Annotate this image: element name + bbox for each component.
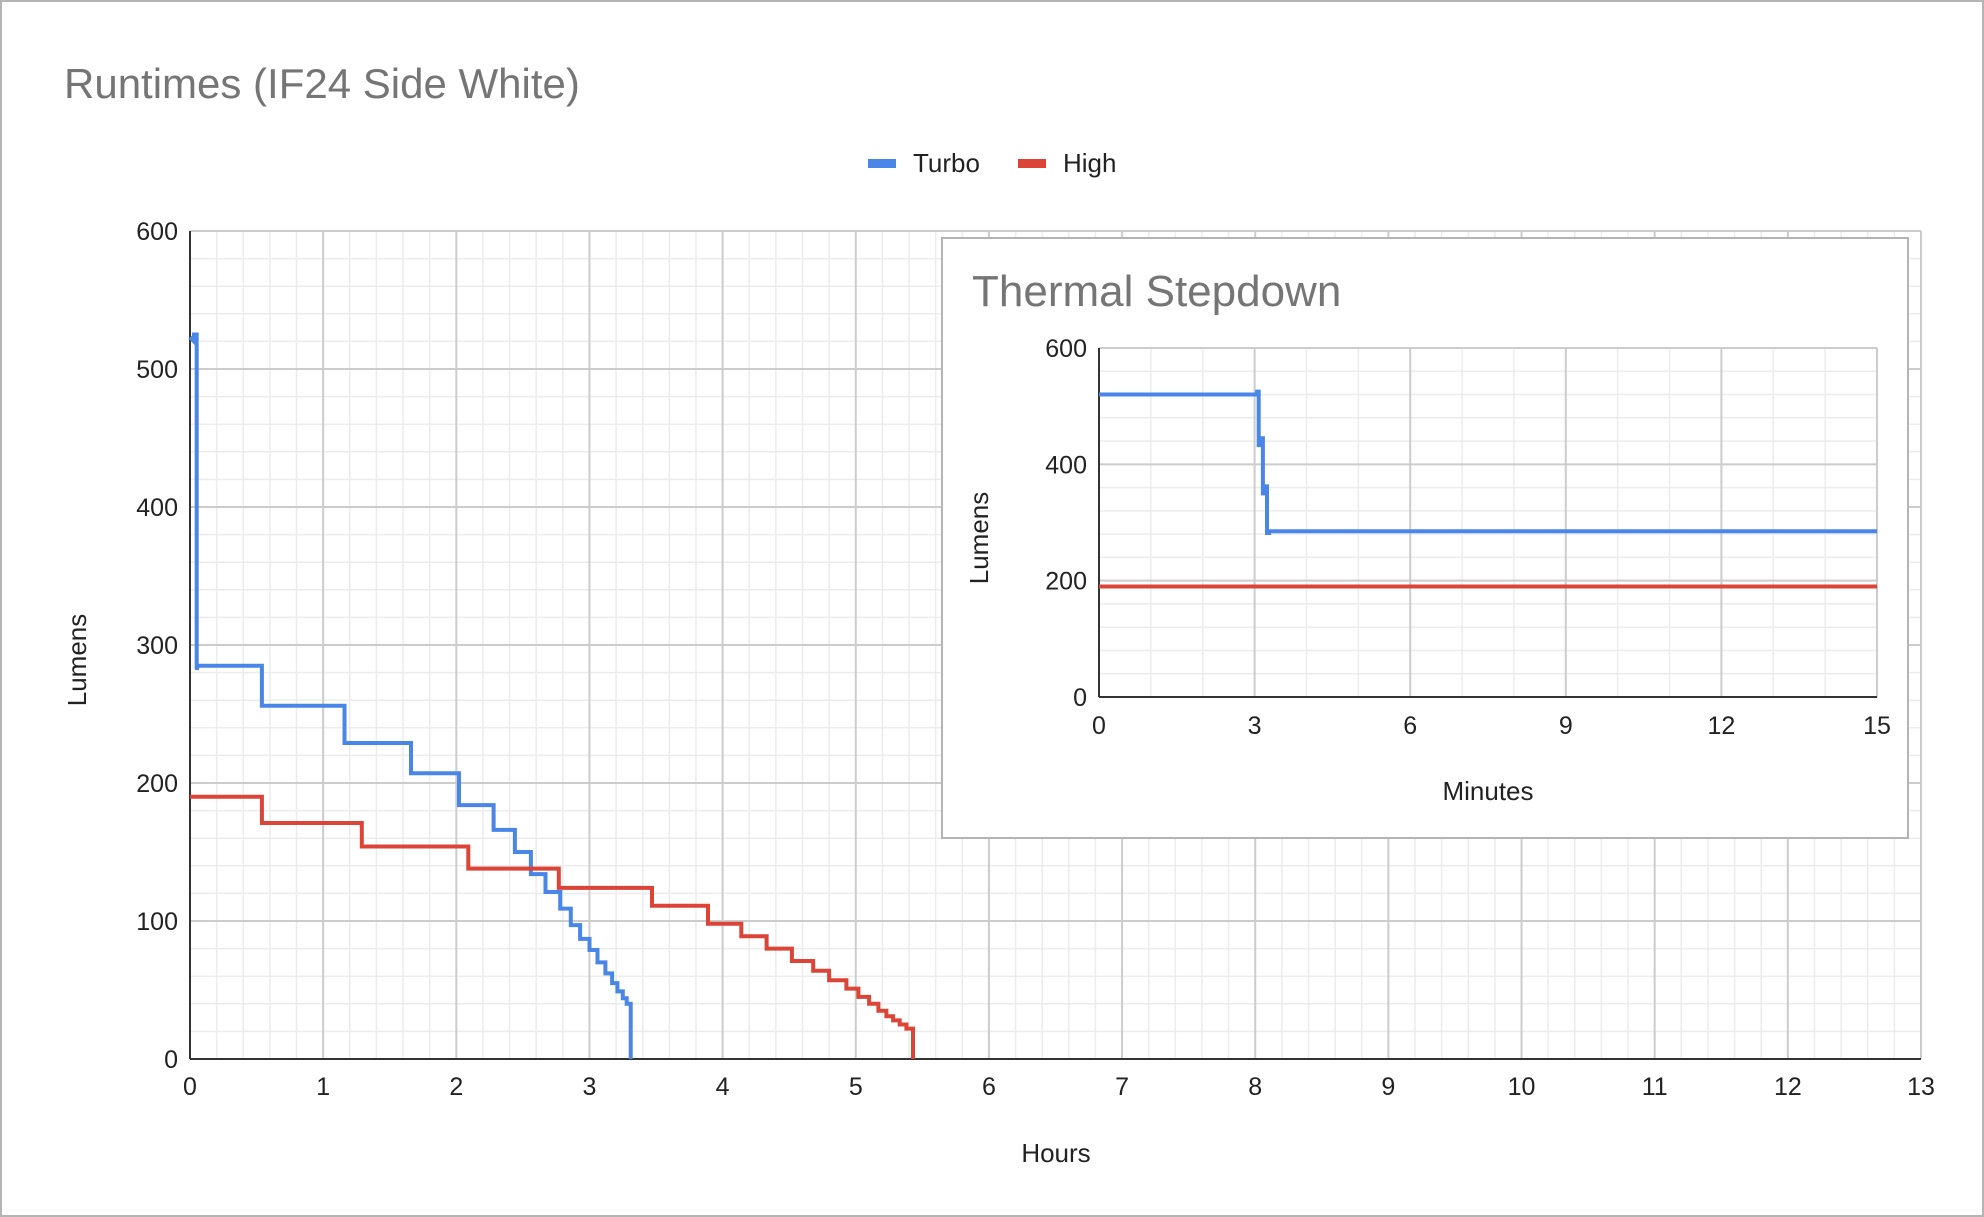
series-line-turbo (1099, 389, 1877, 535)
x-tick-label: 3 (583, 1073, 597, 1101)
x-tick-label: 6 (1403, 712, 1417, 740)
inset-x-axis-title: Minutes (1442, 776, 1533, 806)
x-tick-label: 15 (1863, 712, 1891, 740)
inset-panel (941, 237, 1909, 839)
x-tick-label: 4 (716, 1073, 730, 1101)
x-tick-label: 6 (982, 1073, 996, 1101)
y-tick-label: 400 (136, 494, 178, 522)
legend-swatch-turbo (868, 159, 896, 168)
x-tick-label: 11 (1642, 1073, 1668, 1101)
y-tick-label: 400 (1045, 451, 1087, 479)
x-axis-title: Hours (1021, 1138, 1090, 1168)
y-axis-title: Lumens (62, 614, 92, 707)
series-line-high (190, 794, 915, 1059)
inset-title: Thermal Stepdown (972, 267, 1341, 316)
y-tick-label: 600 (136, 218, 178, 246)
x-tick-label: 9 (1559, 712, 1573, 740)
y-tick-label: 200 (136, 770, 178, 798)
x-tick-label: 8 (1248, 1073, 1262, 1101)
inset-chart: Thermal Stepdown 0 3 6 9 12 15 0 200 400 600 Minu… (941, 237, 1909, 839)
x-tick-label: 5 (849, 1073, 863, 1101)
x-tick-label: 13 (1907, 1073, 1935, 1101)
x-tick-label: 0 (183, 1073, 197, 1101)
y-tick-label: 500 (136, 356, 178, 384)
chart-title: Runtimes (IF24 Side White) (64, 60, 580, 107)
y-tick-label: 0 (1073, 684, 1087, 712)
y-tick-label: 600 (1045, 335, 1087, 363)
x-tick-label: 3 (1248, 712, 1262, 740)
x-tick-label: 10 (1508, 1073, 1536, 1101)
x-tick-label: 12 (1707, 712, 1735, 740)
x-tick-label: 2 (449, 1073, 463, 1101)
legend-label-high: High (1063, 148, 1116, 178)
x-tick-label: 1 (316, 1073, 330, 1101)
series-line-turbo (188, 332, 633, 1059)
y-tick-label: 300 (136, 632, 178, 660)
inset-y-axis-title: Lumens (964, 492, 994, 585)
y-tick-label: 0 (164, 1046, 178, 1074)
legend-label-turbo: Turbo (913, 148, 980, 178)
legend-swatch-high (1018, 159, 1046, 168)
y-tick-label: 200 (1045, 568, 1087, 596)
x-tick-label: 12 (1774, 1073, 1802, 1101)
inset-plot-area: 0 3 6 9 12 15 0 200 400 600 (1045, 335, 1891, 740)
x-tick-label: 9 (1381, 1073, 1395, 1101)
y-tick-label: 100 (136, 908, 178, 936)
x-tick-label: 0 (1092, 712, 1106, 740)
legend: Turbo High (868, 148, 1116, 178)
x-tick-label: 7 (1115, 1073, 1129, 1101)
